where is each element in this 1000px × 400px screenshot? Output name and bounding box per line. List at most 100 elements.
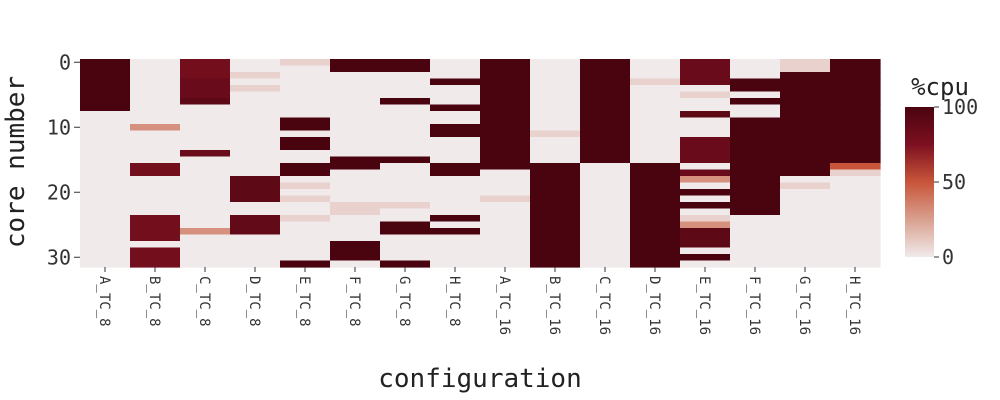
- heatmap-cell: [730, 221, 781, 229]
- heatmap-cell: [730, 176, 781, 184]
- heatmap-cell: [230, 111, 281, 119]
- heatmap-cell: [530, 104, 581, 112]
- x-tick-label: H_TC_8: [446, 276, 462, 327]
- heatmap-cell: [330, 150, 381, 158]
- heatmap-cell: [280, 59, 331, 67]
- heatmap-cell: [330, 85, 381, 93]
- heatmap-cell: [130, 195, 181, 203]
- x-tick-label: E_TC_16: [696, 276, 712, 335]
- heatmap-cell: [730, 124, 781, 132]
- heatmap-cell: [230, 163, 281, 171]
- heatmap-cell: [630, 65, 681, 73]
- heatmap-cell: [480, 195, 531, 203]
- heatmap-cell: [330, 169, 381, 177]
- heatmap-cell: [680, 247, 731, 255]
- heatmap-cell: [830, 72, 881, 80]
- heatmap-cell: [630, 124, 681, 132]
- heatmap-cell: [480, 247, 531, 255]
- heatmap-cell: [230, 221, 281, 229]
- heatmap-cell: [180, 104, 231, 112]
- heatmap-cell: [530, 189, 581, 197]
- heatmap-cell: [330, 117, 381, 125]
- heatmap-cell: [380, 228, 431, 236]
- heatmap-cell: [780, 124, 831, 132]
- heatmap-cell: [730, 254, 781, 262]
- heatmap-cell: [830, 124, 881, 132]
- heatmap-cell: [280, 91, 331, 99]
- heatmap-cell: [780, 137, 831, 145]
- heatmap-cell: [130, 137, 181, 145]
- heatmap-cell: [430, 254, 481, 262]
- heatmap-cell: [130, 202, 181, 210]
- heatmap-cell: [430, 156, 481, 164]
- heatmap-cell: [180, 208, 231, 216]
- heatmap-cell: [280, 182, 331, 190]
- heatmap-cell: [180, 202, 231, 210]
- heatmap-cell: [530, 111, 581, 119]
- heatmap-cell: [430, 59, 481, 67]
- heatmap-cell: [230, 156, 281, 164]
- heatmap-cell: [630, 85, 681, 93]
- heatmap-cell: [530, 234, 581, 242]
- heatmap-cell: [480, 260, 531, 268]
- heatmap-cell: [180, 195, 231, 203]
- heatmap-cell: [680, 215, 731, 223]
- heatmap-cell: [830, 98, 881, 106]
- heatmap-cell: [430, 143, 481, 151]
- heatmap-cell: [180, 117, 231, 125]
- heatmap-cell: [380, 215, 431, 223]
- heatmap-cell: [480, 72, 531, 80]
- heatmap-cell: [280, 85, 331, 93]
- heatmap-cell: [280, 65, 331, 73]
- heatmap-cell: [180, 215, 231, 223]
- heatmap-cell: [680, 72, 731, 80]
- heatmap-cell: [180, 130, 231, 138]
- heatmap-cell: [80, 221, 131, 229]
- heatmap-cell: [130, 65, 181, 73]
- heatmap-cell: [580, 202, 631, 210]
- heatmap-cell: [730, 169, 781, 177]
- heatmap-cell: [280, 202, 331, 210]
- heatmap-cell: [580, 156, 631, 164]
- heatmap-cell: [680, 104, 731, 112]
- heatmap-cell: [180, 163, 231, 171]
- heatmap-cell: [830, 130, 881, 138]
- heatmap-cell: [580, 150, 631, 158]
- heatmap-cell: [430, 241, 481, 249]
- heatmap-cell: [480, 78, 531, 86]
- heatmap-cell: [280, 137, 331, 145]
- heatmap-cell: [130, 143, 181, 151]
- heatmap-cell: [680, 189, 731, 197]
- heatmap-cell: [380, 143, 431, 151]
- heatmap-cell: [480, 85, 531, 93]
- heatmap-cell: [130, 98, 181, 106]
- heatmap-cell: [380, 137, 431, 145]
- heatmap-cell: [430, 111, 481, 119]
- heatmap-cell: [330, 254, 381, 262]
- heatmap-cell: [530, 215, 581, 223]
- heatmap-cell: [830, 78, 881, 86]
- heatmap-cell: [680, 78, 731, 86]
- heatmap-cell: [380, 124, 431, 132]
- heatmap-cell: [80, 111, 131, 119]
- heatmap-cell: [830, 221, 881, 229]
- heatmap-cell: [780, 228, 831, 236]
- x-tick-label: C_TC_8: [196, 276, 212, 327]
- heatmap-cell: [330, 156, 381, 164]
- heatmap-cell: [830, 202, 881, 210]
- heatmap-cell: [780, 150, 831, 158]
- heatmap-cell: [130, 254, 181, 262]
- heatmap-cell: [680, 182, 731, 190]
- heatmap-cell: [730, 215, 781, 223]
- heatmap-cell: [480, 143, 531, 151]
- heatmap-cell: [730, 137, 781, 145]
- heatmap-cell: [230, 130, 281, 138]
- heatmap-cell: [130, 228, 181, 236]
- heatmap-cell: [780, 104, 831, 112]
- heatmap-cell: [180, 228, 231, 236]
- colorbar-label: %cpu: [911, 73, 969, 101]
- heatmap-cell: [730, 150, 781, 158]
- heatmap-cell: [480, 169, 531, 177]
- heatmap-cell: [580, 260, 631, 268]
- heatmap-cell: [280, 111, 331, 119]
